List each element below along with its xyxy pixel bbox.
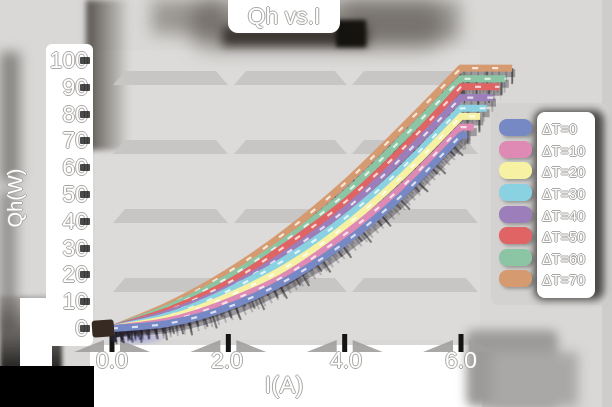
series-line-ΔT=0 bbox=[114, 136, 471, 338]
legend-swatch bbox=[499, 184, 532, 201]
x-axis-label-band bbox=[90, 345, 482, 407]
x-tick-bump bbox=[469, 340, 500, 352]
series-line-ΔT=0 bbox=[111, 131, 468, 332]
legend-label: ΔT=40 bbox=[542, 209, 586, 225]
y-tick-mark bbox=[80, 57, 90, 64]
y-tick-mark bbox=[80, 218, 90, 225]
legend-label: ΔT=0 bbox=[542, 122, 578, 138]
legend-swatch bbox=[499, 206, 532, 223]
gridline-band bbox=[234, 71, 347, 85]
x-tick-label: 0.0 bbox=[96, 347, 128, 373]
x-tick-bump bbox=[190, 340, 221, 352]
x-tick-bump bbox=[306, 340, 337, 352]
x-tick-label: 6.0 bbox=[445, 347, 477, 373]
y-tick-mark bbox=[80, 137, 90, 144]
x-tick-bump bbox=[423, 340, 454, 352]
legend-swatch bbox=[499, 141, 532, 158]
legend-label: ΔT=10 bbox=[542, 144, 586, 160]
gridline-band bbox=[234, 140, 347, 154]
legend-swatch bbox=[499, 162, 532, 179]
series-line-ΔT=0 bbox=[112, 135, 469, 343]
legend-swatch bbox=[499, 119, 532, 136]
legend-panel bbox=[537, 112, 595, 298]
gridline-band bbox=[352, 278, 478, 292]
x-tick-mark bbox=[342, 334, 348, 352]
y-axis-panel-foot bbox=[20, 298, 52, 366]
y-tick-mark bbox=[80, 271, 90, 278]
chart-title: Qh vs.I bbox=[247, 3, 321, 29]
y-tick-mark bbox=[80, 191, 90, 198]
y-tick-mark bbox=[80, 325, 90, 332]
legend-label: ΔT=70 bbox=[542, 273, 586, 289]
x-tick-bump bbox=[352, 340, 383, 352]
legend-label: ΔT=60 bbox=[542, 252, 586, 268]
origin-smear bbox=[108, 330, 168, 346]
x-tick-bump bbox=[74, 340, 104, 352]
origin-blob bbox=[91, 319, 115, 338]
legend-label: ΔT=30 bbox=[542, 187, 586, 203]
y-tick-mark bbox=[80, 298, 90, 305]
legend-swatch bbox=[499, 249, 532, 266]
x-tick-mark bbox=[458, 334, 464, 352]
title-plate bbox=[228, 0, 340, 33]
gridline-band bbox=[113, 71, 228, 85]
gridline-band bbox=[113, 140, 228, 154]
gridline-band bbox=[113, 209, 228, 223]
y-tick-mark bbox=[80, 245, 90, 252]
x-tick-mark bbox=[109, 334, 115, 352]
x-tick-label: 2.0 bbox=[211, 347, 243, 373]
y-tick-mark bbox=[80, 111, 90, 118]
x-tick-label: 4.0 bbox=[330, 347, 362, 373]
y-axis-title: Qh(W) bbox=[5, 168, 27, 228]
y-tick-mark bbox=[80, 164, 90, 171]
legend-label: ΔT=20 bbox=[542, 165, 586, 181]
x-axis-title: I(A) bbox=[264, 372, 304, 399]
series-line-ΔT=10 bbox=[113, 127, 477, 345]
legend-swatch bbox=[499, 270, 532, 287]
legend-label: ΔT=50 bbox=[542, 230, 586, 246]
legend-swatch bbox=[499, 227, 532, 244]
x-tick-mark bbox=[225, 334, 231, 352]
x-tick-bump bbox=[236, 340, 267, 352]
y-tick-mark bbox=[80, 84, 90, 91]
